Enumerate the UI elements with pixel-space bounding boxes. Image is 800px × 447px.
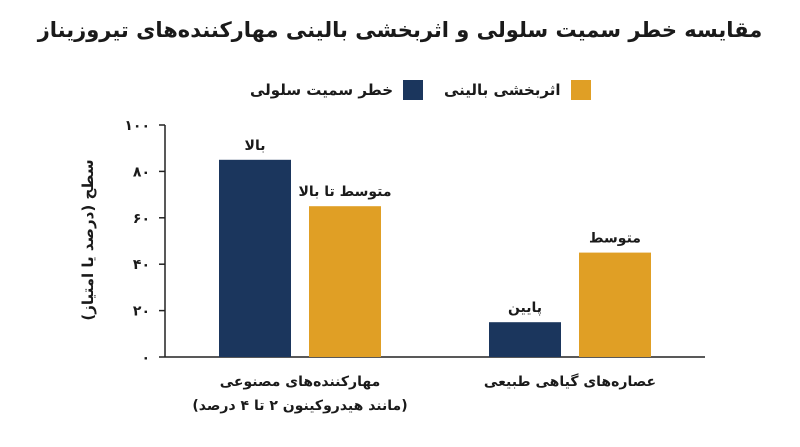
bar-data-label: متوسط [589,231,641,247]
category-label-natural-line1: عصاره‌های گیاهی طبیعی [483,374,657,390]
y-tick-label: ۰ [141,350,150,366]
category-label-synthetic: مهارکننده‌های مصنوعی (مانند هیدروکینون ۲… [165,370,435,418]
legend-swatch-cytotoxicity [403,80,424,100]
y-tick-label: ۲۰ [133,304,150,320]
bar-data-label: بالا [245,138,266,154]
bar-data-label: متوسط تا بالا [298,184,391,200]
y-tick-label: ۴۰ [133,257,150,273]
category-label-synthetic-line2: (مانند هیدروکینون ۲ تا ۴ درصد) [192,398,408,414]
legend-item-cytotoxicity: خطر سمیت سلولی [250,80,424,100]
bar [489,322,561,357]
bar-data-label: پایین [508,300,542,316]
bar [219,159,291,357]
legend-label-efficacy: اثربخشی بالینی [444,81,561,99]
category-label-synthetic-line1: مهارکننده‌های مصنوعی [219,374,381,390]
category-label-natural: عصاره‌های گیاهی طبیعی [435,370,705,394]
legend-label-cytotoxicity: خطر سمیت سلولی [250,81,394,99]
legend-swatch-efficacy [570,80,591,100]
legend-item-efficacy: اثربخشی بالینی [444,80,591,100]
bar [309,206,381,357]
chart-title: مقایسه خطر سمیت سلولی و اثربخشی بالینی م… [37,18,763,42]
legend: خطر سمیت سلولی اثربخشی بالینی [0,80,800,104]
y-tick-label: ۸۰ [133,164,150,180]
y-tick-label: ۶۰ [133,211,150,227]
bar [579,252,651,357]
y-tick-label: ۱۰۰ [124,118,150,134]
